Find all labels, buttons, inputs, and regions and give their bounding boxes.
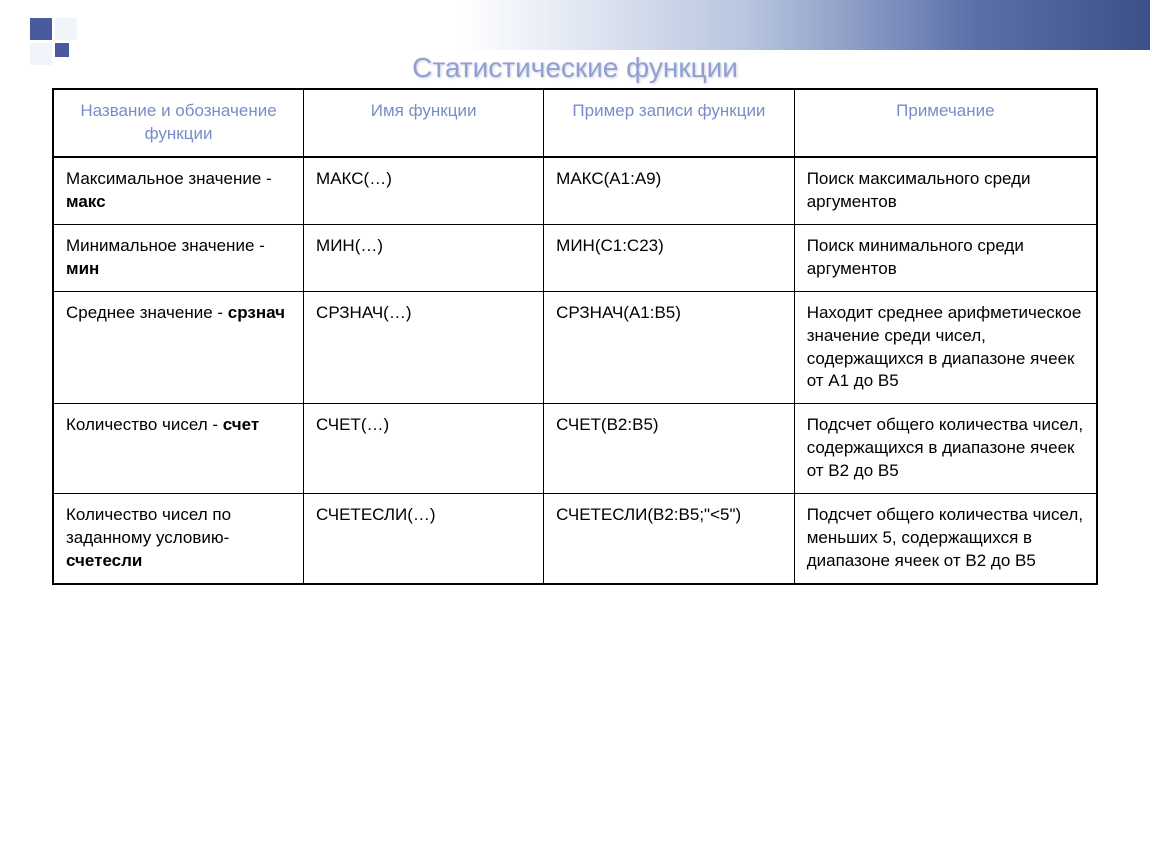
deco-square: [30, 18, 52, 40]
cell-example: СЧЕТЕСЛИ(В2:В5;"<5"): [544, 494, 795, 584]
cell-name: Максимальное значение - макс: [53, 157, 304, 224]
deco-square: [55, 18, 77, 40]
cell-func: СЧЕТ(…): [304, 404, 544, 494]
functions-table-container: Название и обозначение функции Имя функц…: [52, 88, 1098, 585]
cell-note: Подсчет общего количества чисел, меньших…: [794, 494, 1097, 584]
cell-func: СЧЕТЕСЛИ(…): [304, 494, 544, 584]
table-body: Максимальное значение - макс МАКС(…) МАК…: [53, 157, 1097, 584]
table-row: Количество чисел - счет СЧЕТ(…) СЧЕТ(В2:…: [53, 404, 1097, 494]
cell-note: Подсчет общего количества чисел, содержа…: [794, 404, 1097, 494]
cell-example: МИН(С1:С23): [544, 224, 795, 291]
cell-example: СРЗНАЧ(А1:В5): [544, 291, 795, 404]
col-header-note: Примечание: [794, 89, 1097, 157]
cell-example: СЧЕТ(В2:В5): [544, 404, 795, 494]
cell-func: МАКС(…): [304, 157, 544, 224]
cell-name: Среднее значение - срзнач: [53, 291, 304, 404]
cell-note: Поиск минимального среди аргументов: [794, 224, 1097, 291]
col-header-example: Пример записи функции: [544, 89, 795, 157]
cell-name: Количество чисел по заданному условию- с…: [53, 494, 304, 584]
cell-func: СРЗНАЧ(…): [304, 291, 544, 404]
cell-example: МАКС(А1:А9): [544, 157, 795, 224]
col-header-name: Название и обозначение функции: [53, 89, 304, 157]
table-row: Среднее значение - срзнач СРЗНАЧ(…) СРЗН…: [53, 291, 1097, 404]
col-header-func: Имя функции: [304, 89, 544, 157]
cell-func: МИН(…): [304, 224, 544, 291]
header-gradient: [0, 0, 1150, 50]
page-title: Статистические функции: [0, 52, 1150, 84]
cell-note: Находит среднее арифметическое значение …: [794, 291, 1097, 404]
functions-table: Название и обозначение функции Имя функц…: [52, 88, 1098, 585]
table-header-row: Название и обозначение функции Имя функц…: [53, 89, 1097, 157]
cell-name: Минимальное значение - мин: [53, 224, 304, 291]
cell-name: Количество чисел - счет: [53, 404, 304, 494]
table-row: Минимальное значение - мин МИН(…) МИН(С1…: [53, 224, 1097, 291]
cell-note: Поиск максимального среди аргументов: [794, 157, 1097, 224]
table-row: Количество чисел по заданному условию- с…: [53, 494, 1097, 584]
table-row: Максимальное значение - макс МАКС(…) МАК…: [53, 157, 1097, 224]
